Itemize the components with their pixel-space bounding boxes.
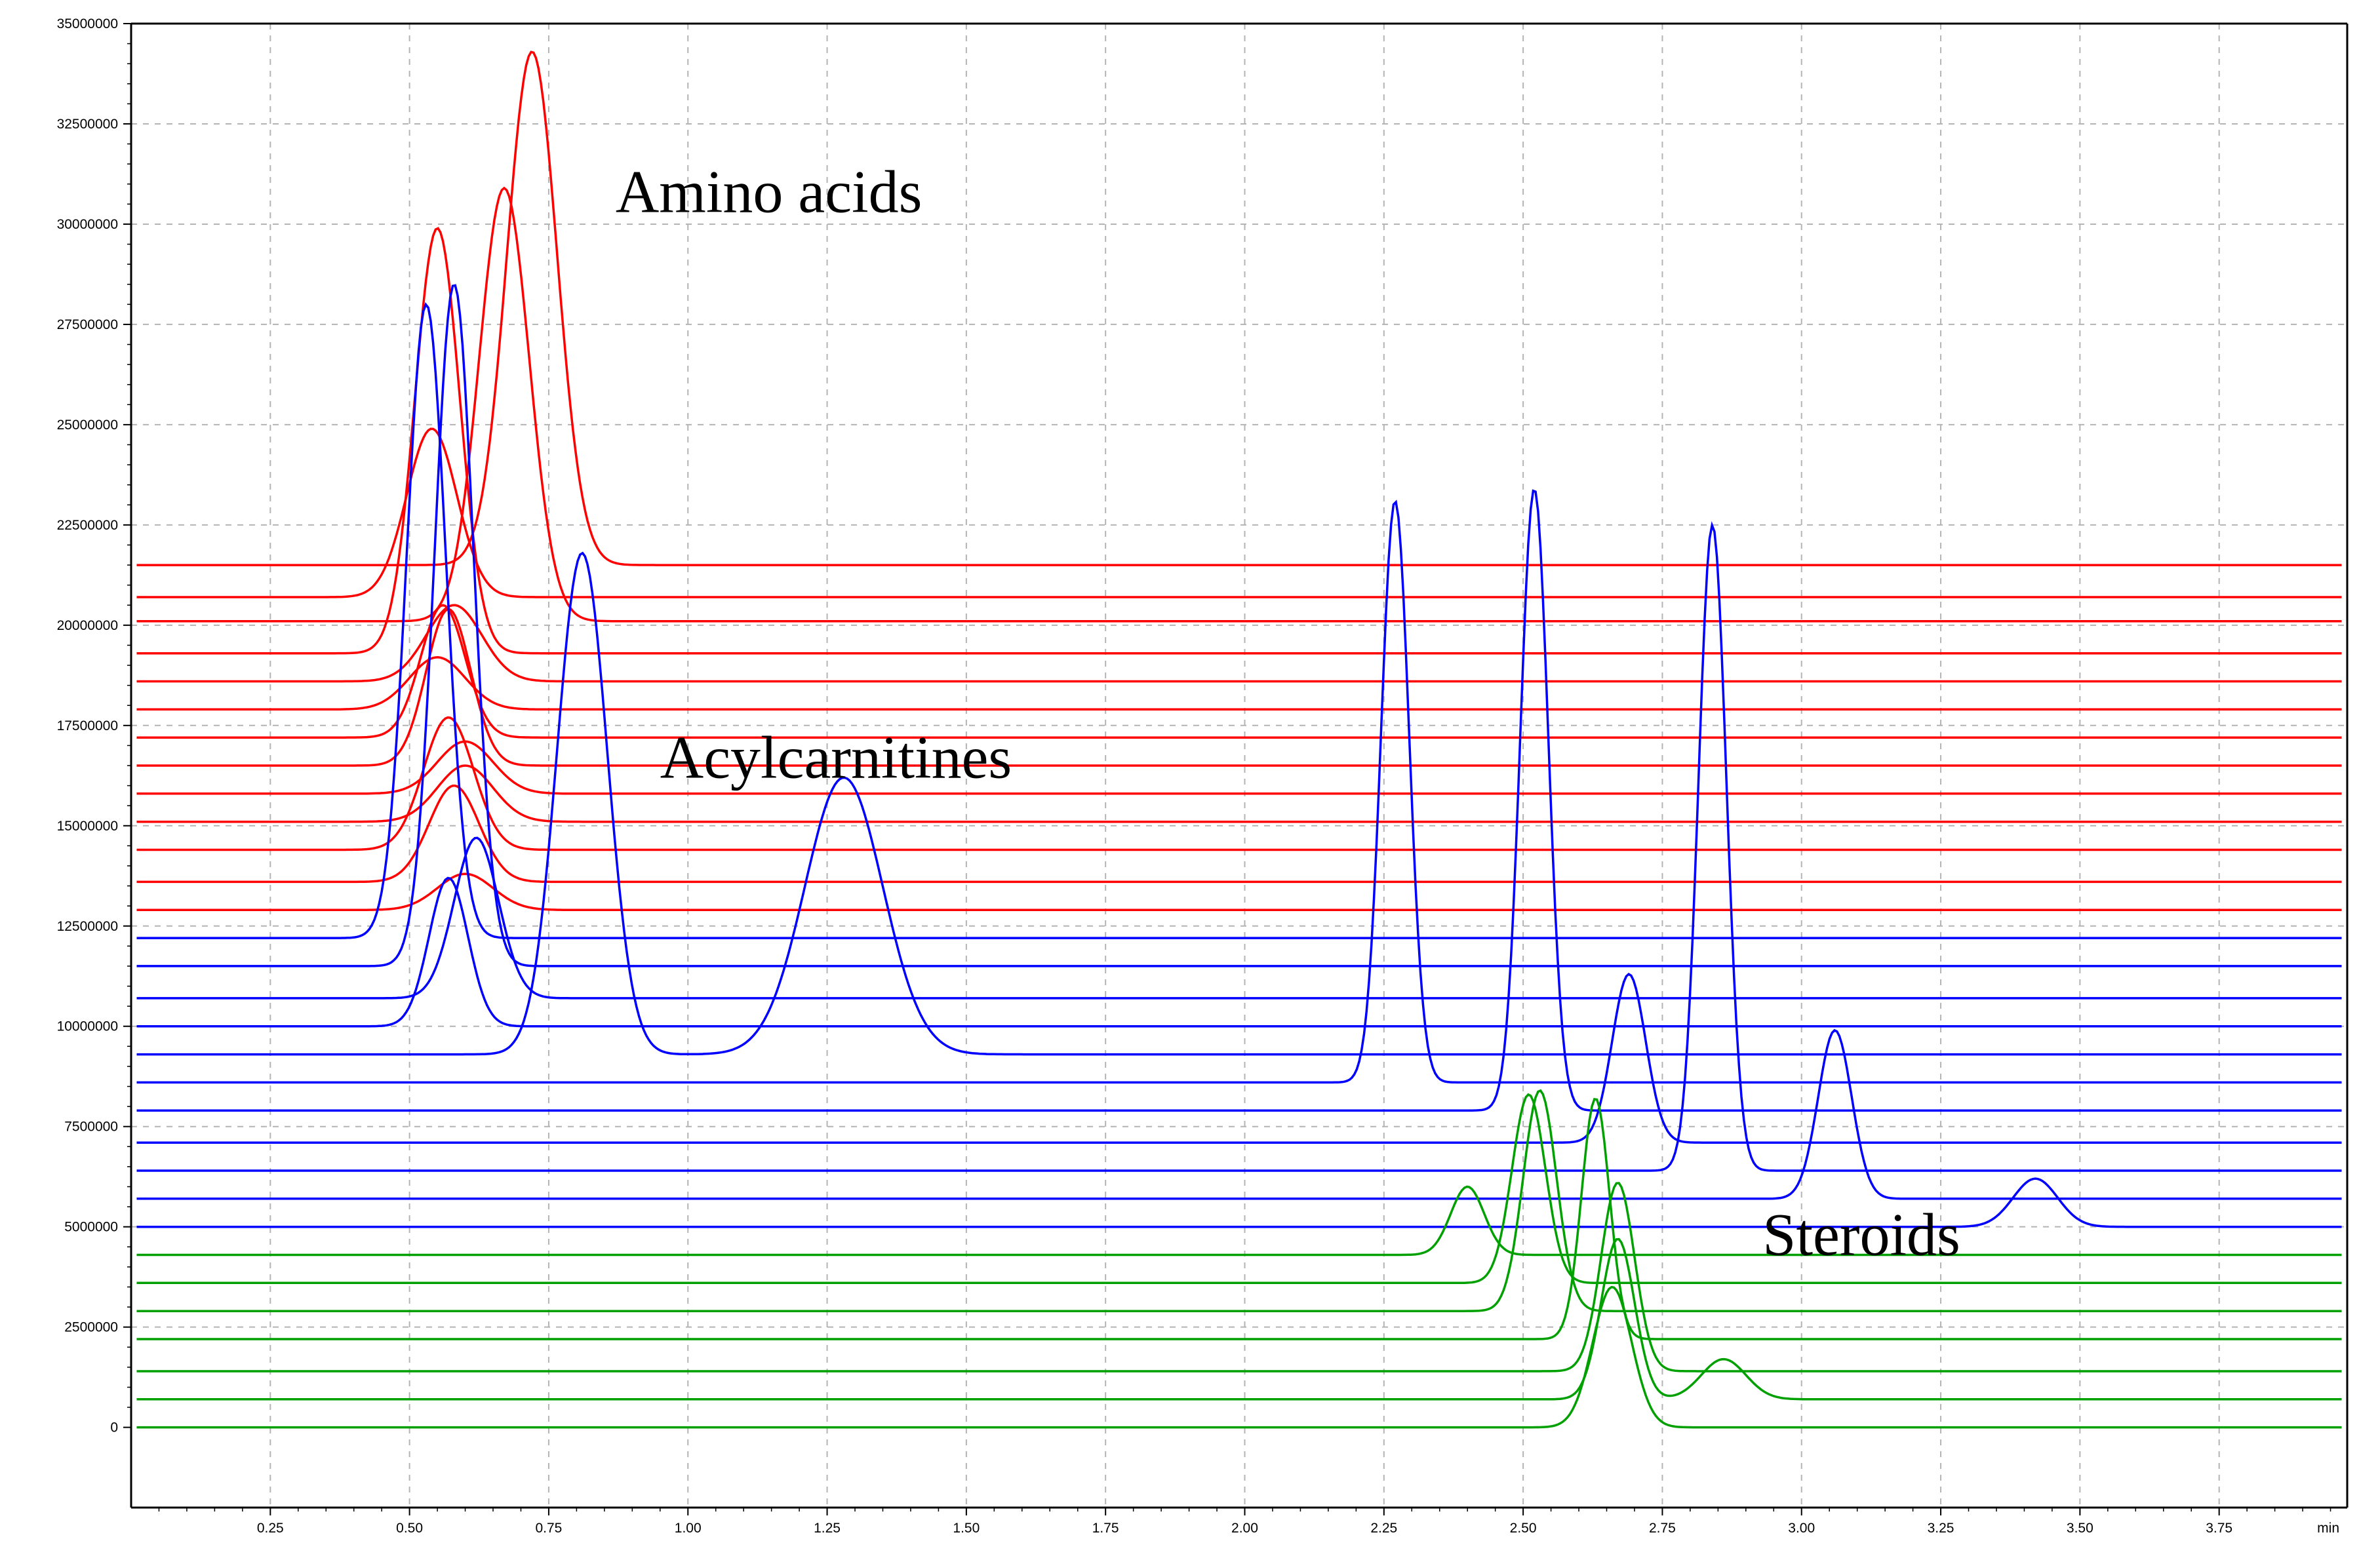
x-tick-label: 2.00: [1231, 1521, 1258, 1536]
y-tick-label: 0: [110, 1420, 118, 1435]
annotation-label: Steroids: [1762, 1201, 1960, 1268]
amino_acids-trace: [136, 604, 2342, 739]
acylcarnitines-trace: [136, 1028, 2342, 1200]
x-tick-label: 1.25: [814, 1521, 841, 1536]
tick-labels: 0.25 0.50 0.75 1.00 1.25 1.50 1.75 2.00 2.25 2.50…: [57, 16, 2233, 1536]
acylcarnitines-trace: [136, 1177, 2342, 1228]
y-tick-label: 17500000: [57, 718, 118, 733]
x-tick-label: 3.50: [2067, 1521, 2093, 1536]
x-tick-label: 1.50: [953, 1521, 980, 1536]
y-tick-label: 7500000: [64, 1120, 118, 1135]
steroids-trace: [136, 1285, 2342, 1429]
y-tick-label: 30000000: [57, 217, 118, 232]
x-tick-label: 2.25: [1370, 1521, 1397, 1536]
amino_acids-trace: [136, 716, 2342, 851]
x-tick-label: 0.25: [257, 1521, 284, 1536]
steroids-trace: [136, 1089, 2342, 1312]
y-tick-label: 22500000: [57, 518, 118, 533]
steroids-trace: [136, 1185, 2342, 1257]
annotations: Amino acids Acylcarnitines Steroids: [616, 159, 1960, 1268]
amino_acids-trace: [136, 656, 2342, 711]
y-tick-label: 27500000: [57, 317, 118, 332]
x-tick-label: 3.25: [1928, 1521, 1954, 1536]
acylcarnitines-trace: [136, 520, 2342, 1172]
acylcarnitines-trace: [136, 284, 2342, 967]
amino_acids-trace: [136, 608, 2342, 767]
acylcarnitines-trace: [136, 836, 2342, 1000]
x-tick-label: 1.00: [675, 1521, 702, 1536]
steroids-trace: [136, 1238, 2342, 1401]
x-tick-label: 0.75: [535, 1521, 562, 1536]
x-tick-label: 3.00: [1788, 1521, 1815, 1536]
y-tick-label: 20000000: [57, 618, 118, 633]
y-tick-label: 35000000: [57, 16, 118, 31]
y-tick-label: 10000000: [57, 1019, 118, 1034]
amino_acids-trace: [136, 872, 2342, 912]
annotation-label: Amino acids: [616, 159, 922, 225]
steroids-trace: [136, 1093, 2342, 1285]
acylcarnitines-trace: [136, 973, 2342, 1144]
amino_acids-trace: [136, 764, 2342, 823]
x-tick-label: 1.75: [1092, 1521, 1119, 1536]
y-tick-label: 15000000: [57, 819, 118, 834]
amino_acids-trace: [136, 740, 2342, 795]
y-tick-label: 12500000: [57, 919, 118, 934]
steroids-trace: [136, 1098, 2342, 1340]
y-tick-label: 32500000: [57, 117, 118, 132]
x-tick-label: 2.50: [1510, 1521, 1537, 1536]
axes: [123, 22, 2349, 1515]
steroids-trace: [136, 1182, 2342, 1373]
amino_acids-trace: [136, 784, 2342, 884]
y-tick-label: 2500000: [64, 1320, 118, 1335]
acylcarnitines-trace: [136, 876, 2342, 1028]
acylcarnitines-trace: [136, 489, 2342, 1112]
amino_acids-trace: [136, 186, 2342, 623]
x-tick-label: 3.75: [2206, 1521, 2232, 1536]
x-tick-label: 2.75: [1649, 1521, 1676, 1536]
amino_acids-trace: [136, 604, 2342, 683]
amino_acids-trace: [136, 227, 2342, 655]
acylcarnitines-trace: [136, 499, 2342, 1084]
amino_acids-trace: [136, 50, 2342, 566]
trace-lines: [136, 50, 2342, 1429]
y-tick-label: 25000000: [57, 418, 118, 433]
acylcarnitines-trace: [136, 551, 2342, 1056]
x-unit-label: min: [2317, 1521, 2339, 1536]
x-tick-label: 0.50: [396, 1521, 423, 1536]
amino_acids-trace: [136, 427, 2342, 598]
annotation-label: Acylcarnitines: [660, 724, 1012, 790]
y-tick-label: 5000000: [64, 1220, 118, 1235]
